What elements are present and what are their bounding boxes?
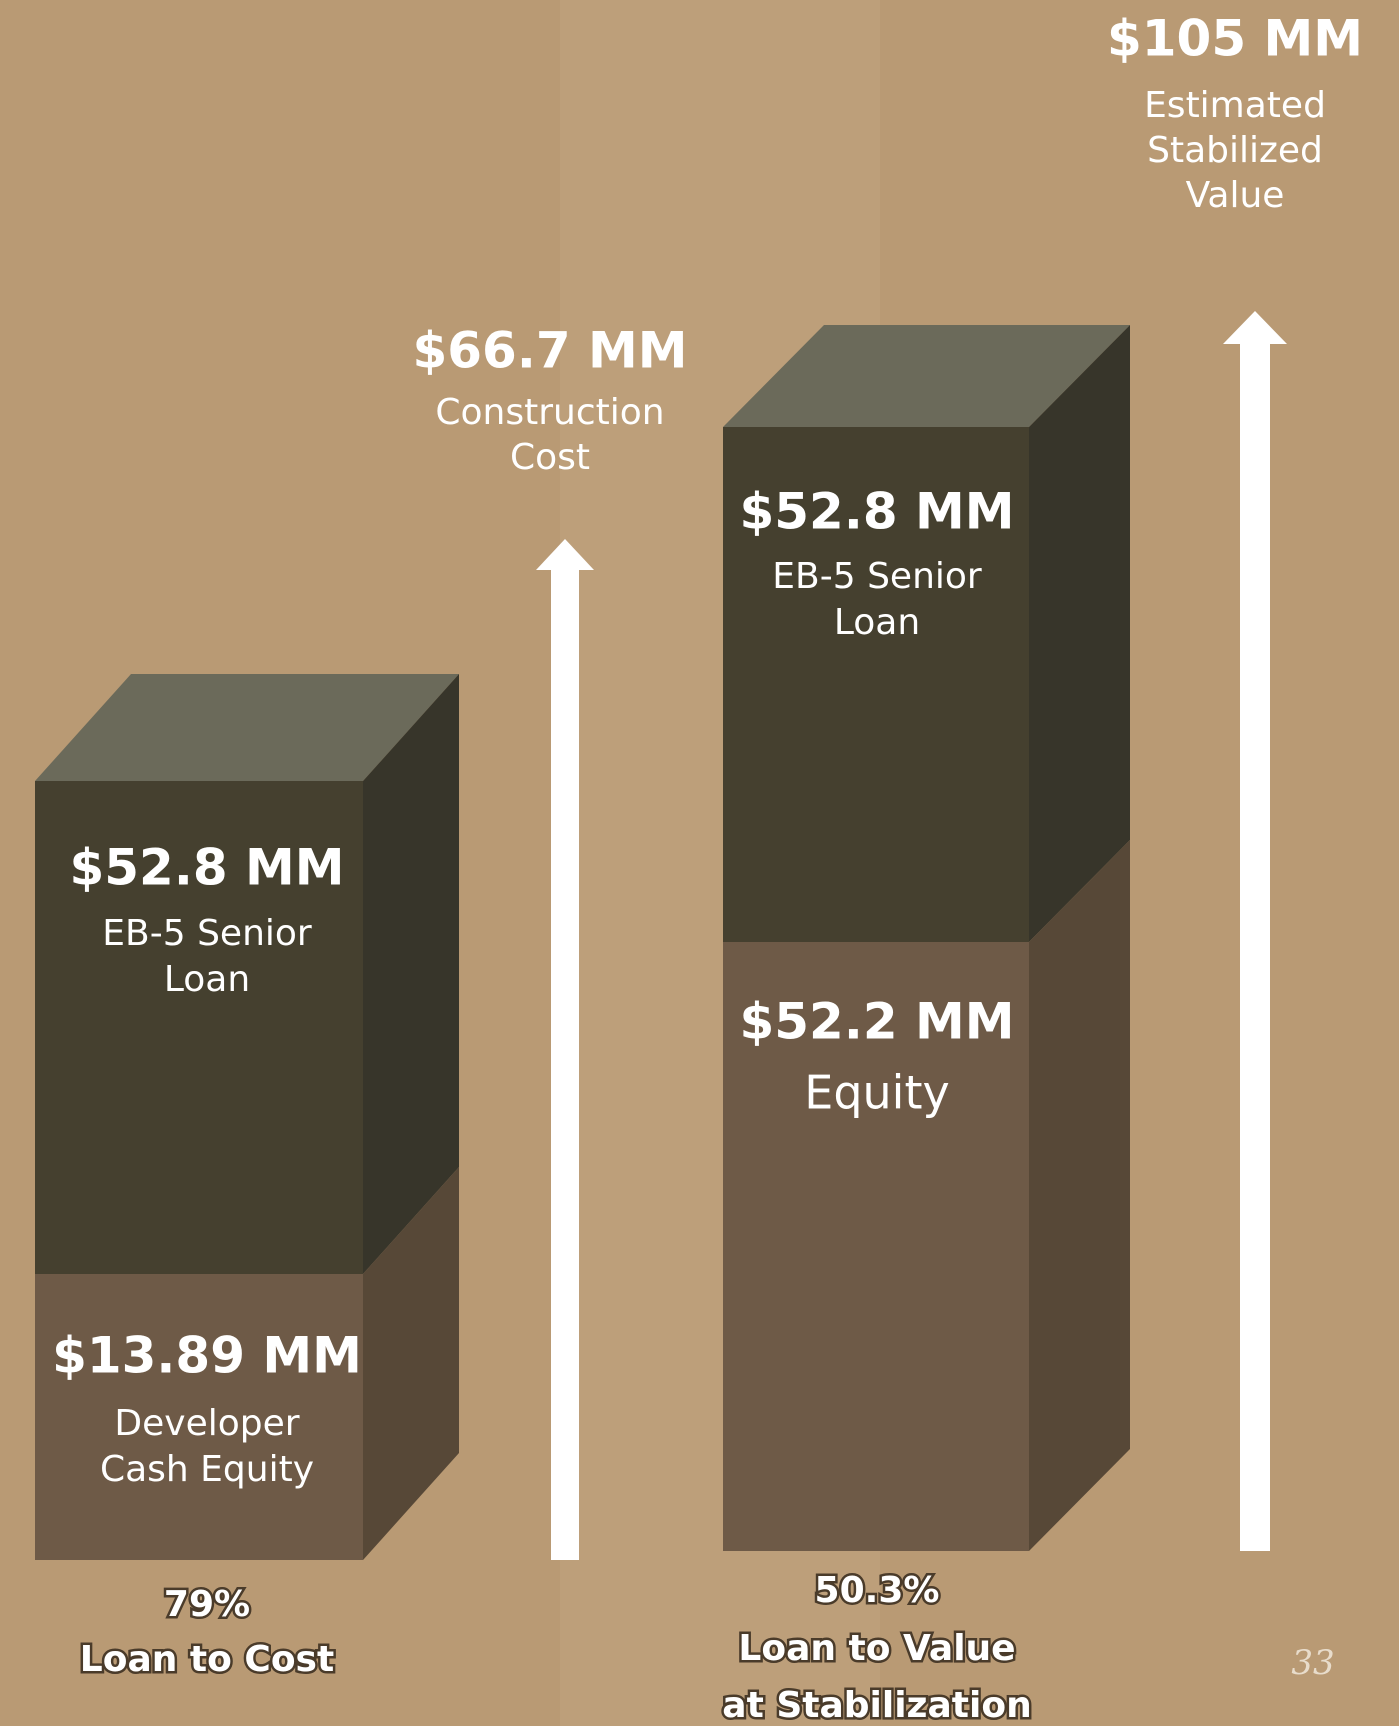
- box-top: [723, 325, 1130, 427]
- ratio-label: at Stabilization: [722, 1685, 1031, 1726]
- label: Value: [1186, 175, 1285, 216]
- box-front: [35, 1274, 363, 1560]
- label: Cost: [510, 437, 590, 478]
- label: Equity: [804, 1066, 949, 1120]
- label: EB-5 Senior: [102, 913, 312, 954]
- ratio-label: Loan to Cost: [80, 1639, 334, 1680]
- box-front: [723, 427, 1029, 942]
- label: Loan: [164, 959, 250, 1000]
- label: Stabilized: [1147, 130, 1323, 171]
- label: Developer: [114, 1403, 299, 1444]
- ratio-label: Loan to Value: [738, 1628, 1015, 1669]
- box-side: [1029, 840, 1130, 1551]
- label: EB-5 Senior: [772, 556, 982, 597]
- box-side: [1029, 325, 1130, 942]
- box-side: [363, 674, 459, 1274]
- label: Estimated: [1144, 85, 1326, 126]
- amount: $105 MM: [1107, 10, 1363, 68]
- arrow-head: [536, 539, 594, 570]
- label: Construction: [435, 392, 664, 433]
- box-top: [35, 674, 459, 781]
- box-front: [35, 781, 363, 1274]
- arrow-shaft: [551, 566, 579, 1560]
- amount: $13.89 MM: [52, 1327, 362, 1385]
- label: Loan: [834, 602, 920, 643]
- box-front: [723, 942, 1029, 1551]
- arrow-shaft: [1240, 340, 1270, 1551]
- label: Cash Equity: [100, 1449, 314, 1490]
- ratio: 50.3%: [815, 1570, 940, 1611]
- arrow-head: [1223, 311, 1287, 344]
- amount: $66.7 MM: [412, 322, 687, 380]
- page-number: 33: [1291, 1643, 1334, 1683]
- box-side: [363, 1167, 459, 1560]
- amount: $52.2 MM: [739, 993, 1014, 1051]
- amount: $52.8 MM: [739, 483, 1014, 541]
- amount: $52.8 MM: [69, 839, 344, 897]
- ratio: 79%: [164, 1584, 250, 1625]
